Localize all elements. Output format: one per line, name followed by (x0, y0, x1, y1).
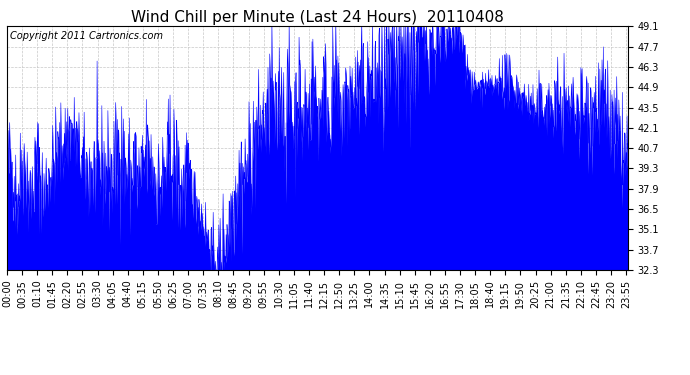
Title: Wind Chill per Minute (Last 24 Hours)  20110408: Wind Chill per Minute (Last 24 Hours) 20… (131, 10, 504, 25)
Text: Copyright 2011 Cartronics.com: Copyright 2011 Cartronics.com (10, 31, 163, 41)
